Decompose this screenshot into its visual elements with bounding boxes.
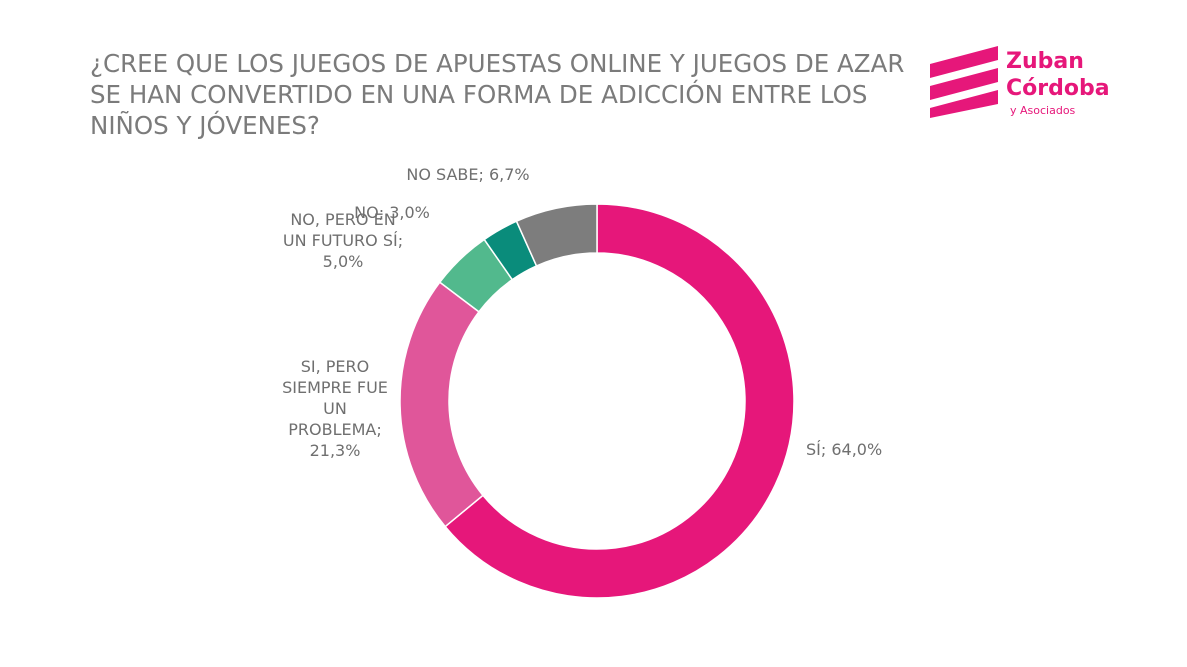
logo-text-asociados: y Asociados — [1010, 104, 1076, 117]
donut-slices — [399, 203, 795, 599]
chart-title: ¿CREE QUE LOS JUEGOS DE APUESTAS ONLINE … — [90, 49, 905, 140]
logo-mark-icon — [930, 46, 998, 118]
slice-label: SÍ; 64,0% — [806, 440, 882, 459]
slice-label-line: PROBLEMA; — [288, 420, 382, 439]
slice-label-line: NO SABE; 6,7% — [406, 165, 529, 184]
slice-labels: SÍ; 64,0% SI, PERO SIEMPRE FUE UN PROBLEMA; 2… — [282, 165, 882, 460]
slice-label: NO SABE; 6,7% — [406, 165, 529, 184]
slice-si-pero-siempre-fue-un-problema — [399, 281, 485, 528]
slice-label: NO; 3,0% — [354, 203, 430, 222]
slice-label-line: 5,0% — [323, 252, 364, 271]
slice-label-line: UN FUTURO SÍ; — [283, 231, 403, 250]
slice-no-sabe — [515, 203, 598, 267]
slice-label-line: SIEMPRE FUE — [282, 378, 388, 397]
slice-label-line: NO, PERO EN — [290, 210, 395, 229]
logo-text-cordoba: Córdoba — [1006, 76, 1110, 101]
slice-label-line: SÍ; 64,0% — [806, 440, 882, 459]
slice-label: SI, PERO SIEMPRE FUE UN PROBLEMA; 21,3% — [282, 357, 388, 460]
slice-sí — [444, 203, 795, 599]
slice-label: NO, PERO EN UN FUTURO SÍ; 5,0% — [283, 210, 403, 271]
slice-label-line: SI, PERO — [301, 357, 370, 376]
brand-logo: Zuban Córdoba y Asociados — [930, 40, 1130, 130]
slice-label-line: 21,3% — [310, 441, 361, 460]
logo-text-zuban: Zuban — [1006, 49, 1084, 74]
slice-label-line: UN — [323, 399, 347, 418]
slice-label-line: NO; 3,0% — [354, 203, 430, 222]
